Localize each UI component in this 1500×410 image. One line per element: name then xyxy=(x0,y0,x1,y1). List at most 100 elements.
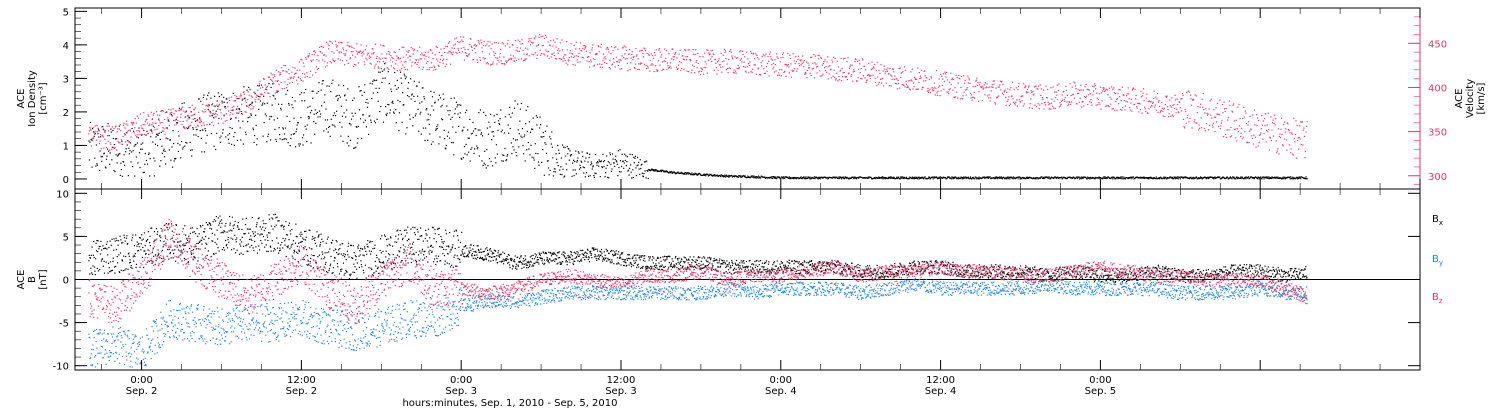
velocity-point xyxy=(1117,103,1120,105)
velocity-point xyxy=(310,59,312,62)
density-point xyxy=(283,138,285,140)
density-point xyxy=(1253,178,1256,180)
velocity-point xyxy=(420,58,422,60)
velocity-point xyxy=(1233,128,1235,131)
velocity-point xyxy=(668,53,670,55)
velocity-point xyxy=(227,110,230,112)
density-point xyxy=(793,176,795,179)
velocity-point xyxy=(614,66,616,68)
velocity-point xyxy=(493,51,495,53)
velocity-point xyxy=(1013,88,1015,91)
velocity-point xyxy=(1158,105,1161,108)
velocity-point xyxy=(105,146,108,149)
density-point xyxy=(952,176,955,179)
density-point xyxy=(720,175,722,178)
velocity-point xyxy=(513,60,516,62)
velocity-point xyxy=(1097,98,1099,101)
density-point xyxy=(396,88,398,90)
density-point xyxy=(237,120,240,122)
density-point xyxy=(295,131,297,133)
density-point xyxy=(555,153,557,155)
density-point xyxy=(576,161,578,163)
density-point xyxy=(1235,178,1237,180)
velocity-point xyxy=(607,47,609,49)
velocity-point xyxy=(1229,104,1231,106)
density-point xyxy=(650,169,652,172)
velocity-point xyxy=(1095,104,1097,106)
density-point xyxy=(251,102,253,104)
velocity-point xyxy=(1215,107,1217,109)
density-point xyxy=(614,165,616,167)
velocity-point xyxy=(457,47,459,50)
velocity-point xyxy=(325,55,327,57)
density-point xyxy=(1034,178,1036,180)
density-point xyxy=(538,164,540,166)
velocity-point xyxy=(1030,90,1032,92)
velocity-point xyxy=(764,55,766,57)
velocity-tick-label: 350 xyxy=(1428,128,1447,139)
velocity-point xyxy=(720,66,722,68)
velocity-point xyxy=(660,56,662,58)
velocity-point xyxy=(242,98,244,100)
velocity-point xyxy=(577,56,580,58)
velocity-point xyxy=(165,111,167,114)
density-point xyxy=(687,173,689,175)
density-point xyxy=(526,130,528,133)
density-point xyxy=(357,137,359,140)
velocity-point xyxy=(1055,91,1057,93)
density-point xyxy=(464,112,467,114)
density-point xyxy=(615,155,617,157)
density-point xyxy=(1261,178,1263,180)
density-point xyxy=(965,177,967,180)
density-point xyxy=(260,84,263,86)
density-point xyxy=(974,178,976,180)
velocity-point xyxy=(815,66,818,68)
velocity-point xyxy=(713,53,715,56)
density-point xyxy=(533,157,535,159)
density-point xyxy=(442,93,444,95)
density-point xyxy=(619,149,621,151)
density-point xyxy=(825,176,827,178)
density-point xyxy=(850,177,852,179)
density-point xyxy=(892,177,894,180)
density-point xyxy=(153,157,155,159)
velocity-point xyxy=(594,53,597,56)
velocity-point xyxy=(337,45,339,47)
velocity-point xyxy=(480,42,483,44)
density-point xyxy=(253,141,255,144)
velocity-point xyxy=(1123,99,1126,102)
velocity-point xyxy=(708,52,710,54)
velocity-point xyxy=(1019,101,1022,103)
velocity-point xyxy=(846,78,849,81)
b-point xyxy=(204,247,206,249)
velocity-point xyxy=(1129,107,1131,109)
velocity-point xyxy=(671,58,673,60)
velocity-point xyxy=(897,82,900,85)
density-point xyxy=(1175,176,1177,178)
velocity-point xyxy=(960,76,963,78)
density-point xyxy=(516,155,518,157)
density-point xyxy=(163,156,166,158)
velocity-point xyxy=(1209,124,1211,126)
density-point xyxy=(88,140,90,142)
b-point xyxy=(92,265,94,267)
velocity-point xyxy=(1008,96,1010,98)
density-point xyxy=(1182,177,1184,180)
velocity-point xyxy=(619,68,621,70)
density-point xyxy=(1015,177,1017,179)
density-point xyxy=(203,151,206,153)
velocity-point xyxy=(313,50,315,52)
b-point xyxy=(96,239,98,242)
density-point xyxy=(519,108,521,110)
velocity-point xyxy=(758,58,760,60)
velocity-point xyxy=(134,127,136,129)
density-point xyxy=(581,151,583,153)
density-point xyxy=(692,174,694,176)
density-point xyxy=(605,167,607,169)
velocity-point xyxy=(442,60,444,62)
velocity-point xyxy=(1273,122,1275,124)
velocity-point xyxy=(1167,108,1169,111)
velocity-point xyxy=(874,77,876,80)
velocity-point xyxy=(1244,131,1246,133)
velocity-point xyxy=(965,89,967,91)
